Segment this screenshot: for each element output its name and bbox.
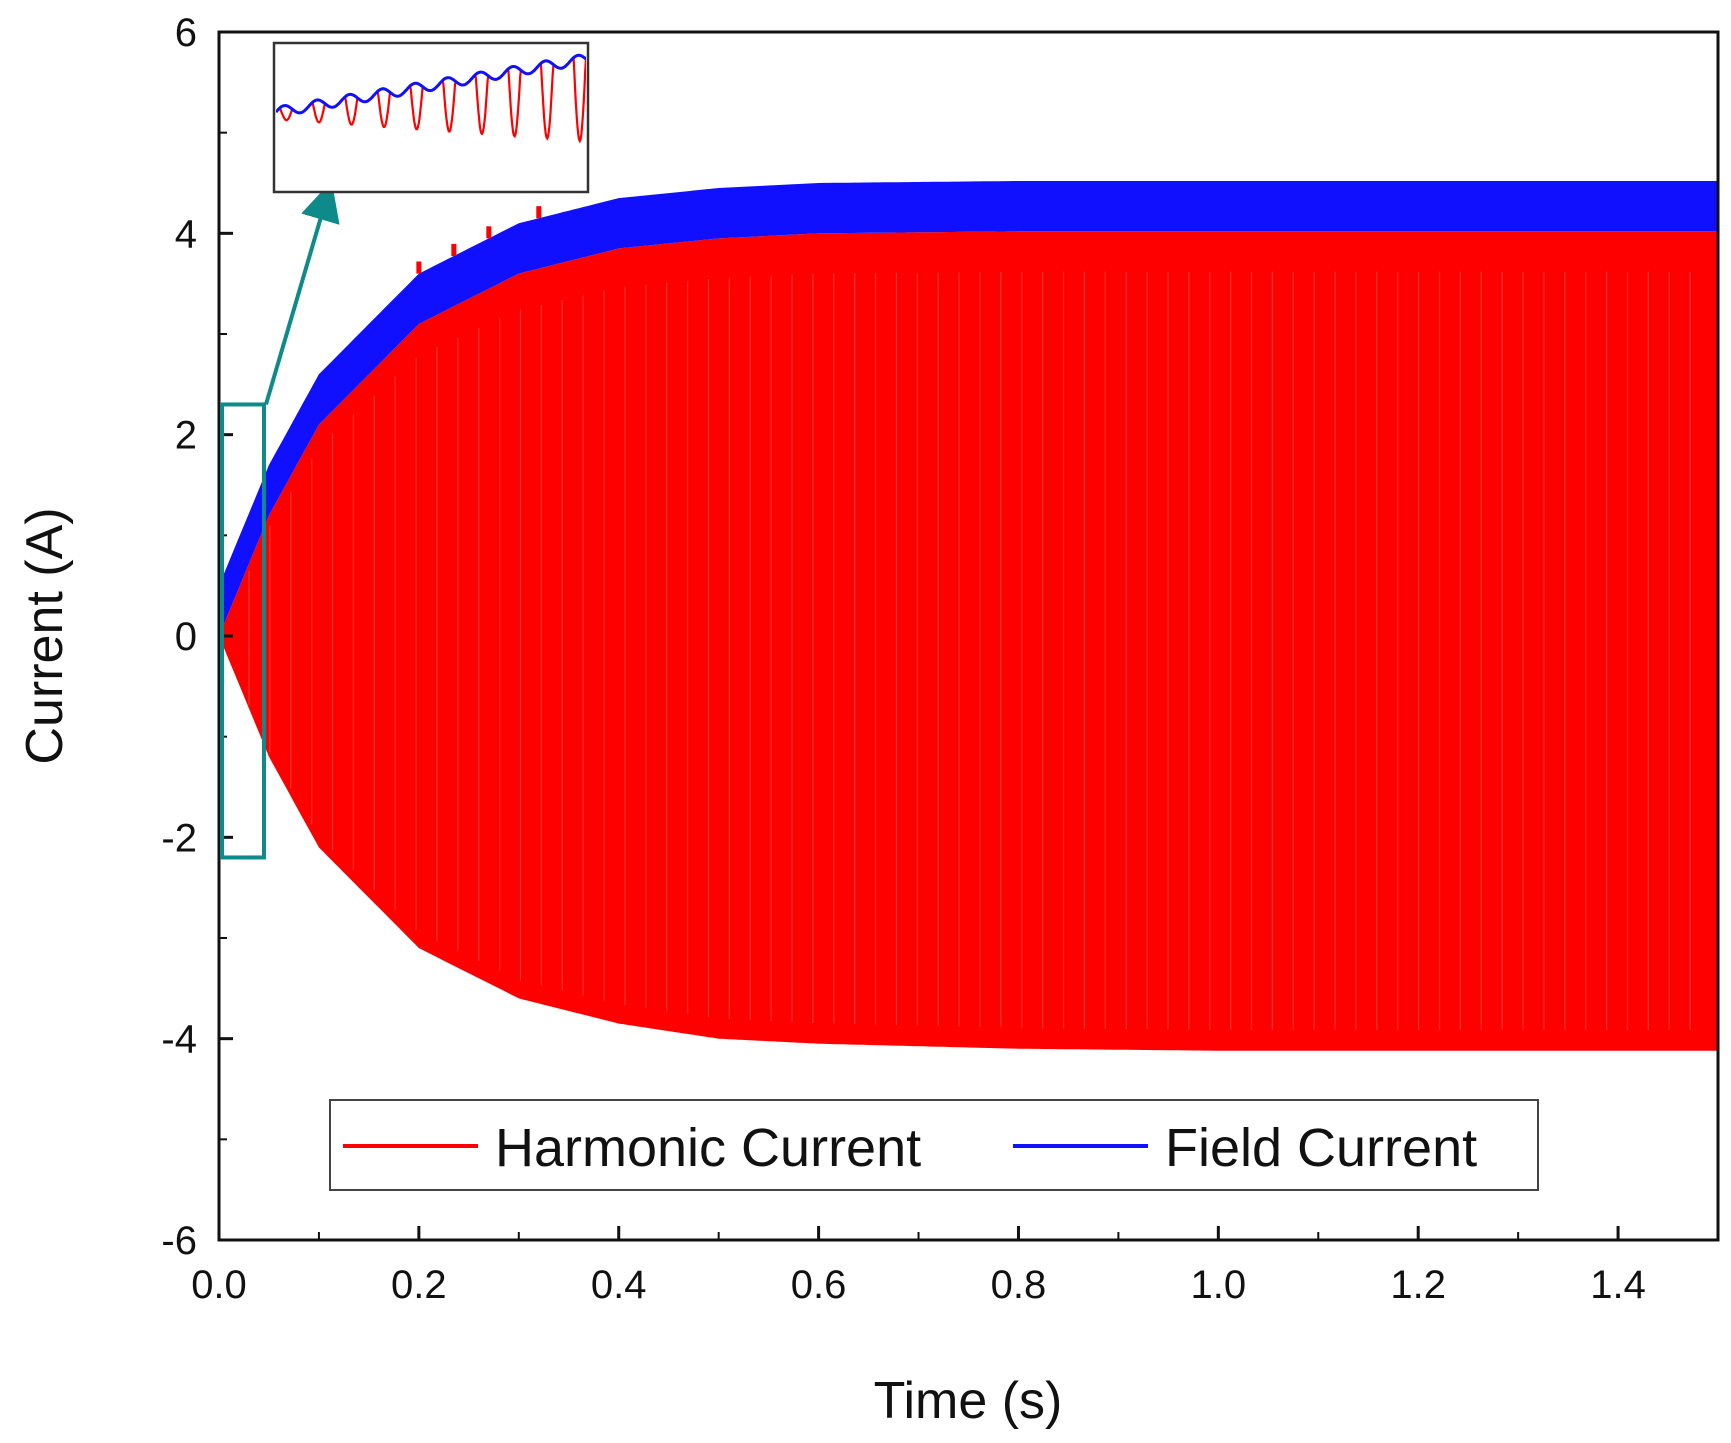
- harmonic-current-streaks: [248, 271, 1691, 1031]
- x-axis-title: Time (s): [874, 1372, 1063, 1430]
- x-tick-label: 0.2: [391, 1263, 447, 1307]
- y-axis-ticks: -6 -4 -2 0 2 4 6: [161, 11, 233, 1263]
- field-current-band: [219, 181, 1718, 636]
- legend-box: [329, 1099, 1539, 1191]
- x-tick-label: 0.6: [791, 1263, 847, 1307]
- y-tick-label: -6: [161, 1219, 197, 1263]
- x-tick-label: 1.2: [1390, 1263, 1446, 1307]
- y-tick-label: 0: [175, 615, 197, 659]
- harmonic-current-spikes: [416, 206, 542, 274]
- x-axis-ticks: 0.0 0.2 0.4 0.6 0.8 1.0 1.2 1.4: [191, 1226, 1646, 1307]
- zoom-arrow: [264, 180, 340, 406]
- y-tick-label: 4: [175, 212, 197, 256]
- x-tick-label: 1.4: [1590, 1263, 1646, 1307]
- inset-zoom: [272, 41, 590, 194]
- x-tick-label: 0.0: [191, 1263, 247, 1307]
- plot-frame: [217, 30, 1720, 1242]
- y-tick-label: 6: [175, 11, 197, 55]
- plot-area: [219, 181, 1718, 1051]
- legend-label-harmonic: Harmonic Current: [495, 1118, 921, 1178]
- y-axis-title: Current (A): [16, 507, 74, 764]
- inset-field-line: [276, 53, 586, 115]
- legend-label-field: Field Current: [1165, 1118, 1477, 1178]
- legend: Harmonic Current Field Current: [329, 1099, 1539, 1191]
- harmonic-current-band: [219, 231, 1718, 1051]
- y-tick-label: 2: [175, 414, 197, 458]
- x-tick-label: 0.8: [991, 1263, 1047, 1307]
- zoom-box: [220, 402, 266, 860]
- x-tick-label: 0.4: [591, 1263, 647, 1307]
- y-tick-label: -4: [161, 1018, 197, 1062]
- x-tick-label: 1.0: [1191, 1263, 1247, 1307]
- y-tick-label: -2: [161, 816, 197, 860]
